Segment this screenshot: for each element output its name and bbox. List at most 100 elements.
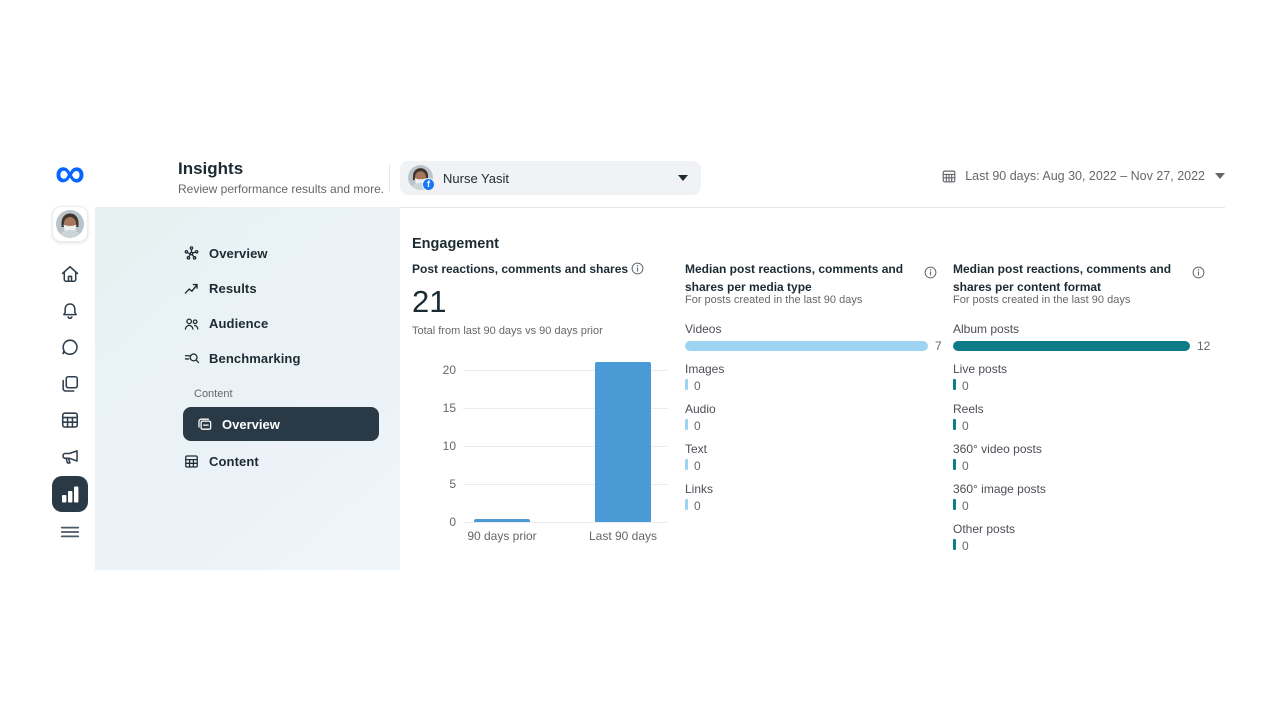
info-icon[interactable]: [924, 266, 937, 279]
home-icon[interactable]: [59, 263, 81, 285]
zero-tick: [953, 379, 956, 390]
row-label: 360° video posts: [953, 442, 1042, 456]
ads-icon[interactable]: [59, 446, 81, 468]
page-selector-name: Nurse Yasit: [443, 171, 509, 186]
sidebar-item-label: Audience: [209, 315, 269, 331]
sidebar-item-label: Overview: [209, 245, 268, 261]
notifications-icon[interactable]: [59, 300, 81, 322]
gridline: [463, 408, 668, 410]
row-label: Album posts: [953, 322, 1020, 336]
sidebar-item-label: Results: [209, 280, 257, 296]
audience-icon: [183, 315, 200, 332]
header-divider: [389, 164, 390, 192]
total-value: 21: [412, 284, 447, 319]
x-axis-label: 90 days prior: [467, 529, 537, 544]
zero-tick: [953, 499, 956, 510]
row-value: 0: [962, 459, 969, 473]
y-axis-label: 0: [449, 515, 456, 530]
content-format-chart: Album posts 12 Live posts 0 Reels 0 360° video…: [953, 322, 1223, 572]
sidebar-item-benchmarking[interactable]: Benchmarking: [183, 344, 383, 372]
posts-icon[interactable]: [59, 373, 81, 395]
y-axis-label: 5: [449, 477, 456, 492]
messages-icon[interactable]: [59, 336, 81, 358]
sidebar-item-content[interactable]: Content: [183, 447, 383, 475]
row-value: 0: [962, 379, 969, 393]
zero-tick: [953, 419, 956, 430]
card-media-type-title: Median post reactions, comments and shar…: [685, 262, 904, 294]
sidebar-section-label: Content: [194, 388, 233, 400]
more-menu-icon[interactable]: [59, 521, 81, 543]
info-icon[interactable]: [1192, 266, 1205, 279]
y-axis-label: 10: [442, 439, 456, 454]
media-type-chart: Videos 7 Images 0 Audio 0 Text 0 Links 0: [685, 322, 945, 532]
row-label: Videos: [685, 322, 722, 336]
zero-tick: [685, 459, 688, 470]
bar-90-days-prior: [474, 518, 530, 523]
page-subtitle: Review performance results and more.: [178, 182, 385, 196]
card-content-format-subtitle: For posts created in the last 90 days: [953, 294, 1131, 306]
zero-tick: [953, 459, 956, 470]
zero-tick: [953, 539, 956, 550]
bar-videos: [685, 341, 928, 351]
meta-logo[interactable]: ∞: [55, 149, 85, 196]
y-axis-label: 15: [442, 401, 456, 416]
page-title: Insights: [178, 159, 244, 178]
row-value: 0: [694, 419, 701, 433]
x-axis-label: Last 90 days: [588, 529, 658, 544]
total-subtitle: Total from last 90 days vs 90 days prior: [412, 325, 603, 337]
sidebar-item-label: Overview: [222, 416, 280, 432]
section-title: Engagement: [412, 236, 500, 252]
sidebar-item-audience[interactable]: Audience: [183, 309, 383, 337]
row-label: Text: [685, 442, 708, 456]
zero-tick: [685, 499, 688, 510]
zero-tick: [685, 379, 688, 390]
bar-album-posts: [953, 341, 1190, 351]
page-selector[interactable]: f Nurse Yasit: [400, 161, 701, 195]
bar-last-90-days: [595, 362, 651, 523]
card-content-format-title: Median post reactions, comments and shar…: [953, 262, 1172, 294]
row-value: 0: [962, 419, 969, 433]
insights-active-icon[interactable]: [52, 476, 88, 512]
posts-overview-icon: [196, 416, 213, 433]
row-value: 0: [962, 499, 969, 513]
content-table-icon: [183, 453, 200, 470]
card-media-type-subtitle: For posts created in the last 90 days: [685, 294, 863, 306]
planner-icon[interactable]: [59, 409, 81, 431]
row-value: 7: [935, 339, 942, 353]
chevron-down-icon: [1215, 173, 1225, 179]
gridline: [463, 484, 668, 486]
chevron-down-icon: [678, 175, 688, 181]
calendar-icon: [941, 168, 957, 184]
date-range-label: Last 90 days: Aug 30, 2022 – Nov 27, 202…: [965, 169, 1205, 183]
overview-icon: [183, 245, 200, 262]
sidebar-item-label: Benchmarking: [209, 350, 301, 366]
avatar-photo: [56, 210, 84, 238]
info-icon[interactable]: [631, 262, 644, 275]
row-value: 0: [694, 459, 701, 473]
sidebar-item-results[interactable]: Results: [183, 274, 383, 302]
sidebar-item-label: Content: [209, 453, 259, 469]
bar-chart: 0 5 10 15 20 90 days prior Last 90 days: [412, 362, 668, 548]
business-avatar[interactable]: [52, 206, 88, 242]
sidebar-item-overview[interactable]: Overview: [183, 239, 383, 267]
date-range-selector[interactable]: Last 90 days: Aug 30, 2022 – Nov 27, 202…: [941, 168, 1225, 184]
results-icon: [183, 280, 200, 297]
y-axis-label: 20: [442, 363, 456, 377]
gridline: [463, 446, 668, 448]
facebook-badge-icon: f: [422, 178, 435, 191]
row-label: Live posts: [953, 362, 1008, 376]
gridline: [463, 522, 668, 524]
row-label: Audio: [685, 402, 716, 416]
insights-sidebar: [95, 207, 400, 570]
row-label: Links: [685, 482, 714, 496]
sidebar-item-content-overview[interactable]: Overview: [183, 407, 379, 441]
row-value: 0: [694, 379, 701, 393]
row-label: Other posts: [953, 522, 1016, 536]
row-label: Reels: [953, 402, 984, 416]
row-value: 12: [1197, 339, 1211, 353]
row-label: 360° image posts: [953, 482, 1046, 496]
gridline: [463, 370, 668, 371]
row-label: Images: [685, 362, 725, 376]
card-post-reactions-title: Post reactions, comments and shares: [412, 260, 702, 278]
